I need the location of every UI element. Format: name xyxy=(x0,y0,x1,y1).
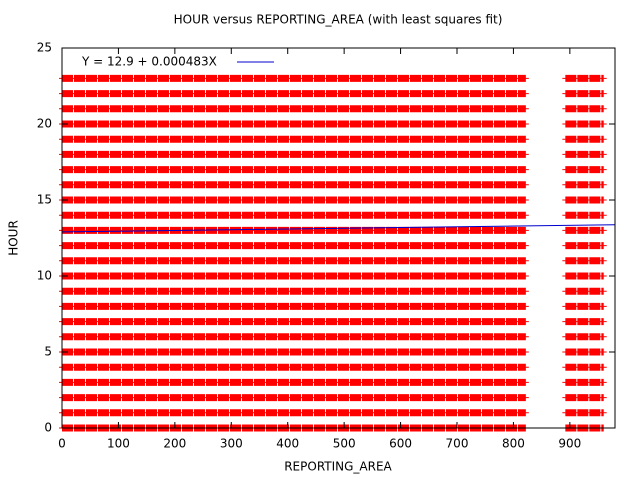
chart-title: HOUR versus REPORTING_AREA (with least s… xyxy=(174,13,503,27)
y-tick-label: 10 xyxy=(37,269,52,283)
x-tick-label: 500 xyxy=(333,437,356,451)
x-tick-label: 800 xyxy=(502,437,525,451)
x-tick-label: 600 xyxy=(389,437,412,451)
x-tick-label: 400 xyxy=(276,437,299,451)
plot-frame xyxy=(61,47,616,429)
y-tick-label: 15 xyxy=(37,193,52,207)
x-tick-label: 0 xyxy=(58,437,66,451)
x-tick-label: 200 xyxy=(163,437,186,451)
y-tick-label: 0 xyxy=(44,421,52,435)
y-axis-label: HOUR xyxy=(7,220,21,256)
y-tick-label: 25 xyxy=(37,41,52,55)
x-tick-label: 700 xyxy=(446,437,469,451)
legend-bg xyxy=(74,54,294,70)
x-tick-label: 300 xyxy=(220,437,243,451)
y-tick-label: 5 xyxy=(44,345,52,359)
x-axis-label: REPORTING_AREA xyxy=(284,460,392,474)
fit-line xyxy=(61,224,616,233)
y-tick-label: 20 xyxy=(37,117,52,131)
legend-label: Y = 12.9 + 0.000483X xyxy=(81,55,217,69)
x-tick-label: 900 xyxy=(558,437,581,451)
x-tick-label: 100 xyxy=(107,437,130,451)
